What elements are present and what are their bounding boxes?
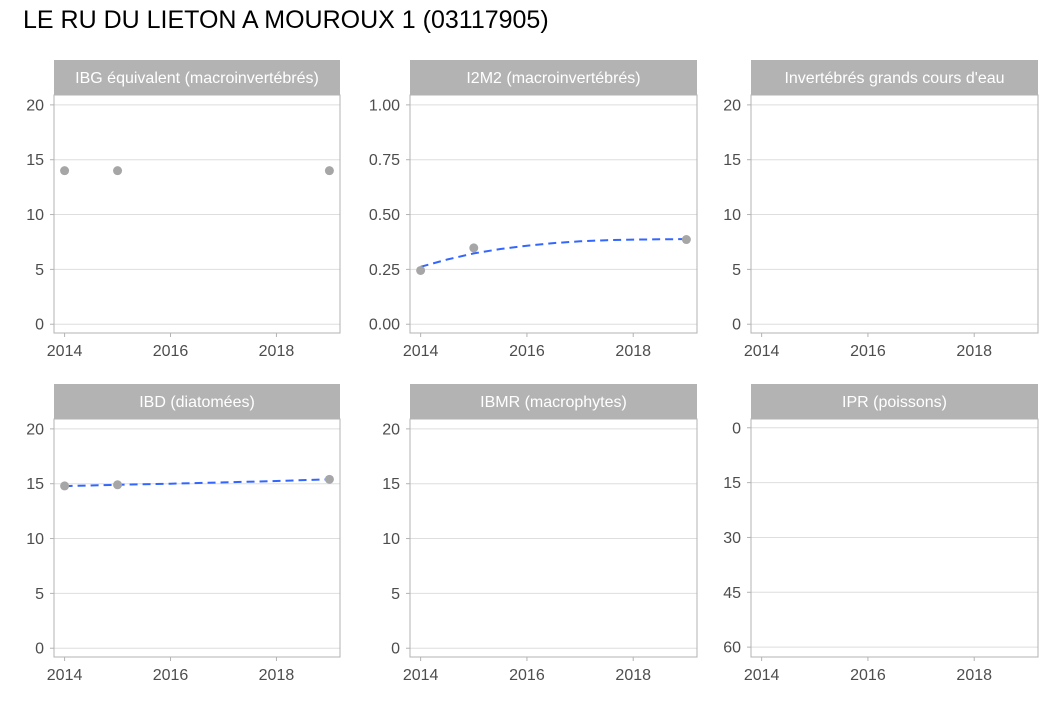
panel-border	[53, 94, 341, 334]
y-tick-label: 10	[26, 207, 44, 224]
panel-border	[409, 94, 698, 334]
facet-panel-3: Invertébrés grands cours d'eau 0 5 10 15 20 20…	[723, 60, 1039, 360]
facet-strip	[54, 384, 340, 419]
x-tick-label: 2014	[744, 343, 780, 360]
y-tick-label: 0.75	[369, 152, 400, 169]
y-tick-label: 0	[35, 317, 44, 334]
data-point	[113, 480, 123, 490]
facet-title: IBD (diatomées)	[139, 394, 255, 411]
y-tick-label: 0	[35, 641, 44, 658]
facet-strip	[54, 60, 340, 95]
facet-strip	[751, 384, 1038, 419]
facet-title: IBG équivalent (macroinvertébrés)	[75, 70, 319, 87]
x-tick-label: 2016	[153, 343, 189, 360]
x-tick-label: 2014	[47, 343, 83, 360]
y-tick-label: 5	[35, 586, 44, 603]
x-tick-label: 2016	[153, 667, 189, 684]
panel-border	[409, 418, 698, 658]
facet-title: IPR (poissons)	[842, 394, 947, 411]
x-tick-label: 2016	[509, 667, 545, 684]
panel-border	[53, 418, 341, 658]
y-tick-label: 0	[391, 641, 400, 658]
x-tick-label: 2014	[47, 667, 83, 684]
data-point	[681, 235, 691, 245]
y-tick-label: 45	[723, 585, 741, 602]
y-tick-label: 15	[723, 475, 741, 492]
facet-title: Invertébrés grands cours d'eau	[784, 70, 1004, 87]
y-tick-label: 15	[723, 152, 741, 169]
facet-panel-4: IBD (diatomées) 0 5 10 15 20 2014 2016 2018	[26, 384, 341, 684]
y-tick-label: 0	[732, 420, 741, 437]
x-tick-label: 2018	[956, 667, 992, 684]
data-point	[469, 243, 479, 253]
facet-panel-5: IBMR (macrophytes) 0 5 10 15 20 2014 2016 2018	[382, 384, 698, 684]
data-point	[60, 481, 70, 491]
y-tick-label: 20	[382, 421, 400, 438]
trend-line	[64, 478, 330, 488]
y-tick-label: 5	[391, 586, 400, 603]
x-tick-label: 2018	[615, 667, 651, 684]
y-tick-label: 0	[732, 317, 741, 334]
x-tick-label: 2016	[509, 343, 545, 360]
data-point	[416, 265, 426, 275]
x-tick-label: 2016	[850, 343, 886, 360]
data-point	[113, 166, 123, 176]
data-point	[60, 166, 70, 176]
data-point	[324, 474, 334, 484]
x-tick-label: 2018	[956, 343, 992, 360]
trend-line	[420, 238, 687, 268]
y-tick-label: 10	[26, 531, 44, 548]
facet-panel-2: I2M2 (macroinvertébrés) 0.00 0.25 0.50 0.75 1…	[369, 60, 698, 360]
y-tick-label: 15	[26, 152, 44, 169]
y-tick-label: 5	[35, 262, 44, 279]
x-tick-label: 2018	[259, 343, 295, 360]
facet-strip	[410, 384, 697, 419]
y-tick-label: 5	[732, 262, 741, 279]
y-tick-label: 10	[382, 531, 400, 548]
x-tick-label: 2014	[403, 667, 439, 684]
y-tick-label: 20	[26, 421, 44, 438]
y-tick-label: 30	[723, 530, 741, 547]
x-tick-label: 2018	[259, 667, 295, 684]
x-tick-label: 2018	[615, 343, 651, 360]
y-tick-label: 15	[26, 476, 44, 493]
facet-title: IBMR (macrophytes)	[480, 394, 627, 411]
x-tick-label: 2014	[744, 667, 780, 684]
y-tick-label: 20	[26, 97, 44, 114]
y-tick-label: 0.25	[369, 262, 400, 279]
y-tick-label: 20	[723, 97, 741, 114]
facet-title: I2M2 (macroinvertébrés)	[466, 70, 640, 87]
panel-border	[750, 94, 1039, 334]
y-tick-label: 15	[382, 476, 400, 493]
y-tick-label: 10	[723, 207, 741, 224]
y-tick-label: 0.00	[369, 317, 400, 334]
facet-strip	[751, 60, 1038, 95]
x-tick-label: 2014	[403, 343, 439, 360]
data-point	[324, 166, 334, 176]
panel-border	[750, 418, 1039, 658]
y-tick-label: 0.50	[369, 207, 400, 224]
y-tick-label: 60	[723, 640, 741, 657]
facet-panel-1: IBG équivalent (macroinvertébrés) 0 5 10 15 2…	[26, 60, 341, 360]
facet-strip	[410, 60, 697, 95]
page-title: LE RU DU LIETON A MOUROUX 1 (03117905)	[23, 6, 549, 34]
y-tick-label: 1.00	[369, 97, 400, 114]
x-tick-label: 2016	[850, 667, 886, 684]
